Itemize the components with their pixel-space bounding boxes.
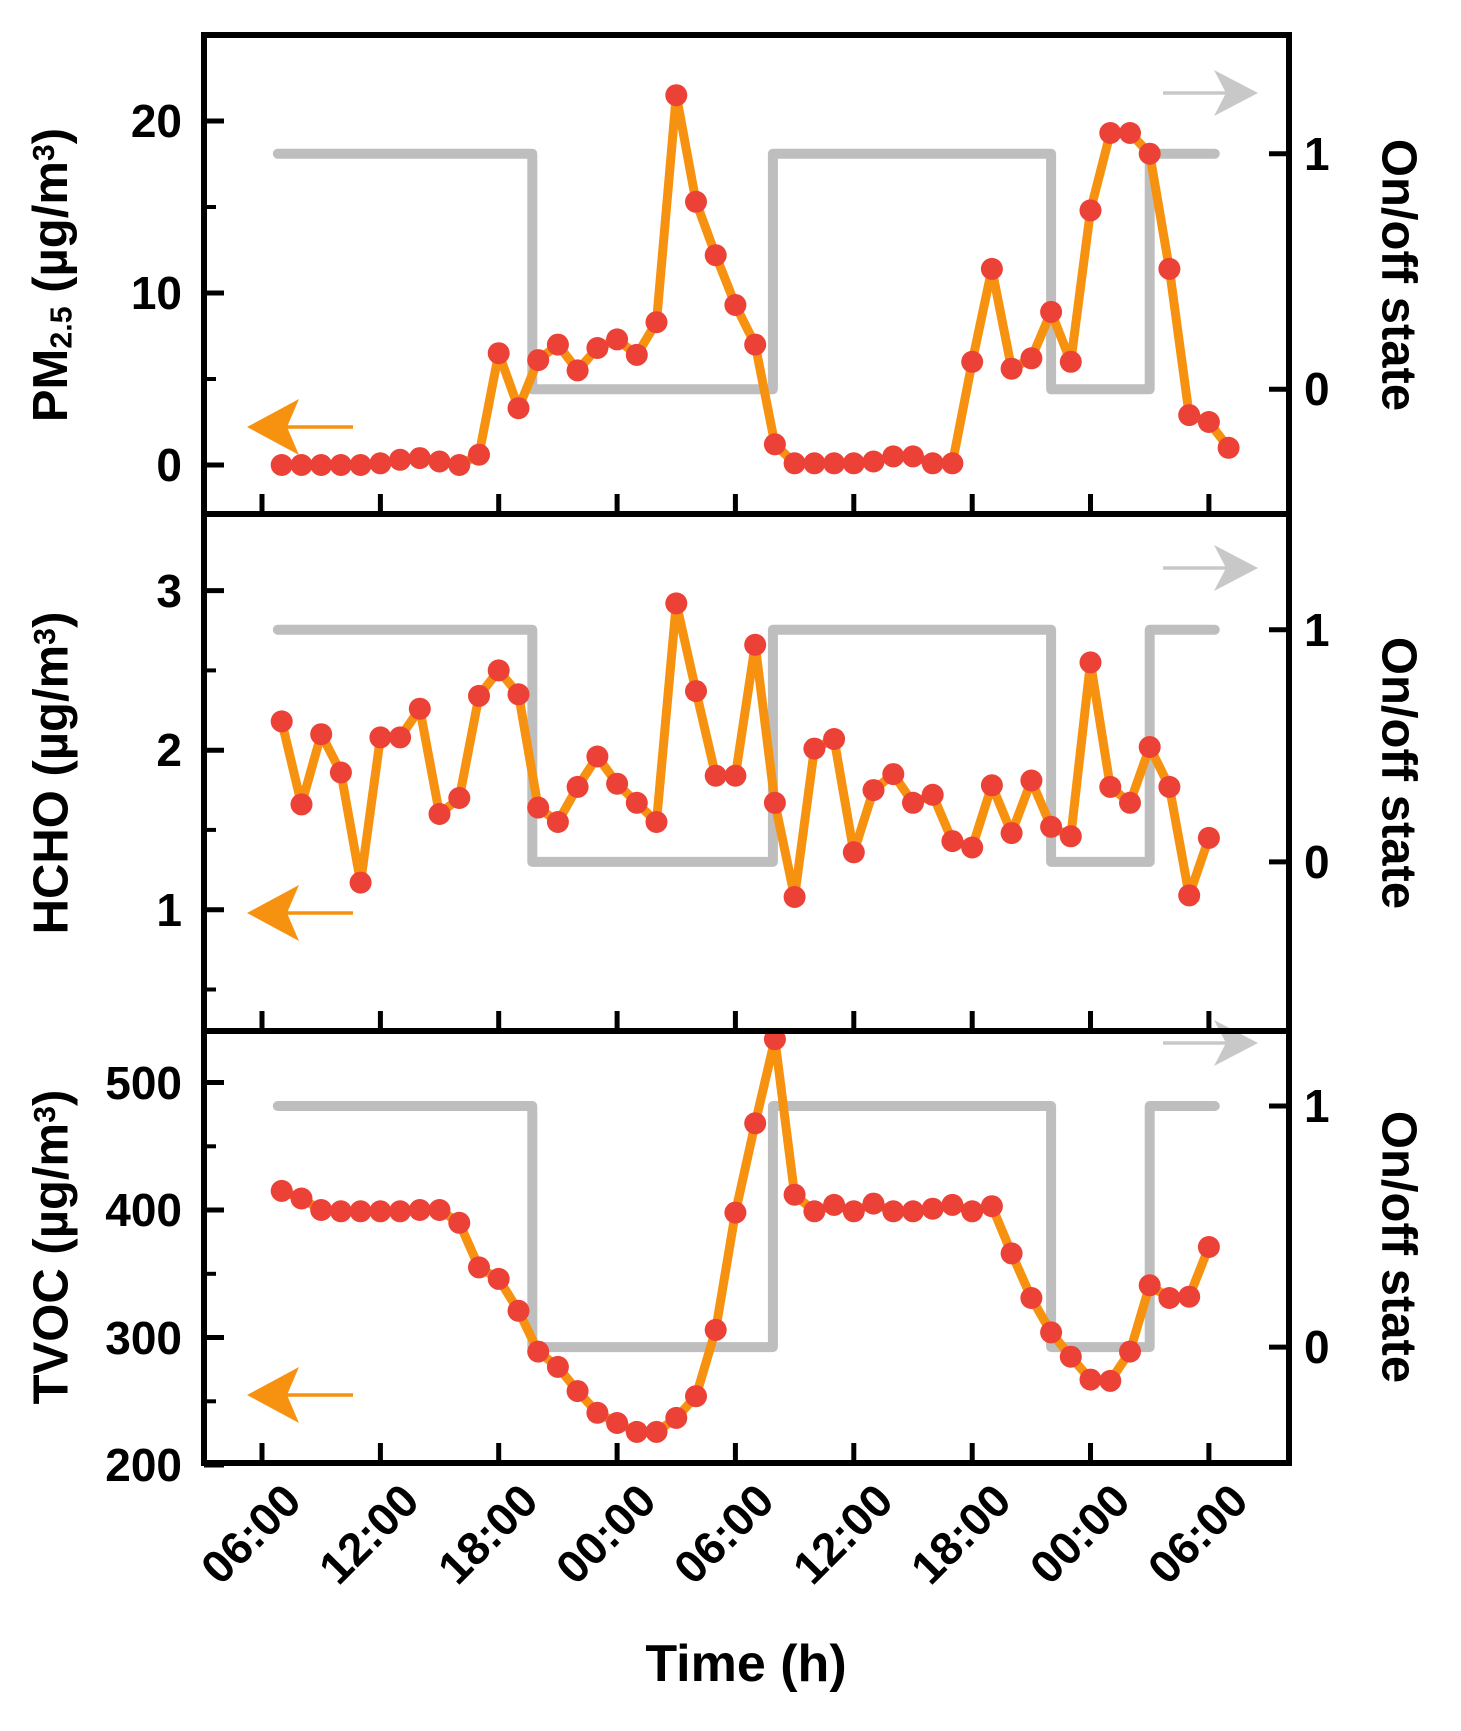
onoff-tick-label-tvoc: 1 [1304,1079,1330,1132]
series-markers-tvoc [270,1028,1220,1443]
y-tick-label-pm25: 20 [130,94,182,147]
right-axis-label-hcho: On/off state [1371,636,1426,909]
y-tick-label-pm25: 10 [130,266,182,319]
y-tick-label-hcho: 3 [156,564,182,617]
right-axis-arrow-icon [1163,70,1258,116]
x-axis-title: Time (h) [645,1635,847,1693]
y-tick-label-pm25: 0 [156,438,182,491]
y-tick-label-tvoc: 500 [105,1056,182,1109]
left-axis-arrow-icon [247,1367,353,1423]
left-axis-arrow-icon [247,885,353,941]
y-tick-label-hcho: 1 [156,883,182,936]
onoff-tick-label-pm25: 1 [1304,127,1330,180]
y-tick-label-tvoc: 400 [105,1184,182,1237]
onoff-tick-label-tvoc: 0 [1304,1321,1330,1374]
y-tick-label-tvoc: 300 [105,1311,182,1364]
right-axis-label-pm25: On/off state [1371,138,1426,411]
y-tick-label-hcho: 2 [156,724,182,777]
onoff-tick-label-hcho: 1 [1304,603,1330,656]
series-line-tvoc [277,1034,1214,1437]
onoff-tick-label-pm25: 0 [1304,363,1330,416]
onoff-step-line-pm25 [272,148,1220,395]
right-axis-arrow-icon [1163,545,1258,591]
series-markers-pm25 [270,84,1240,476]
onoff-step-line-tvoc [272,1101,1220,1353]
onoff-tick-label-hcho: 0 [1304,835,1330,888]
left-axis-arrow-icon [247,399,353,455]
series-markers-hcho [270,592,1220,908]
right-axis-label-tvoc: On/off state [1371,1110,1426,1384]
y-tick-label-tvoc: 200 [105,1439,182,1492]
axes-frame [201,32,1292,1468]
